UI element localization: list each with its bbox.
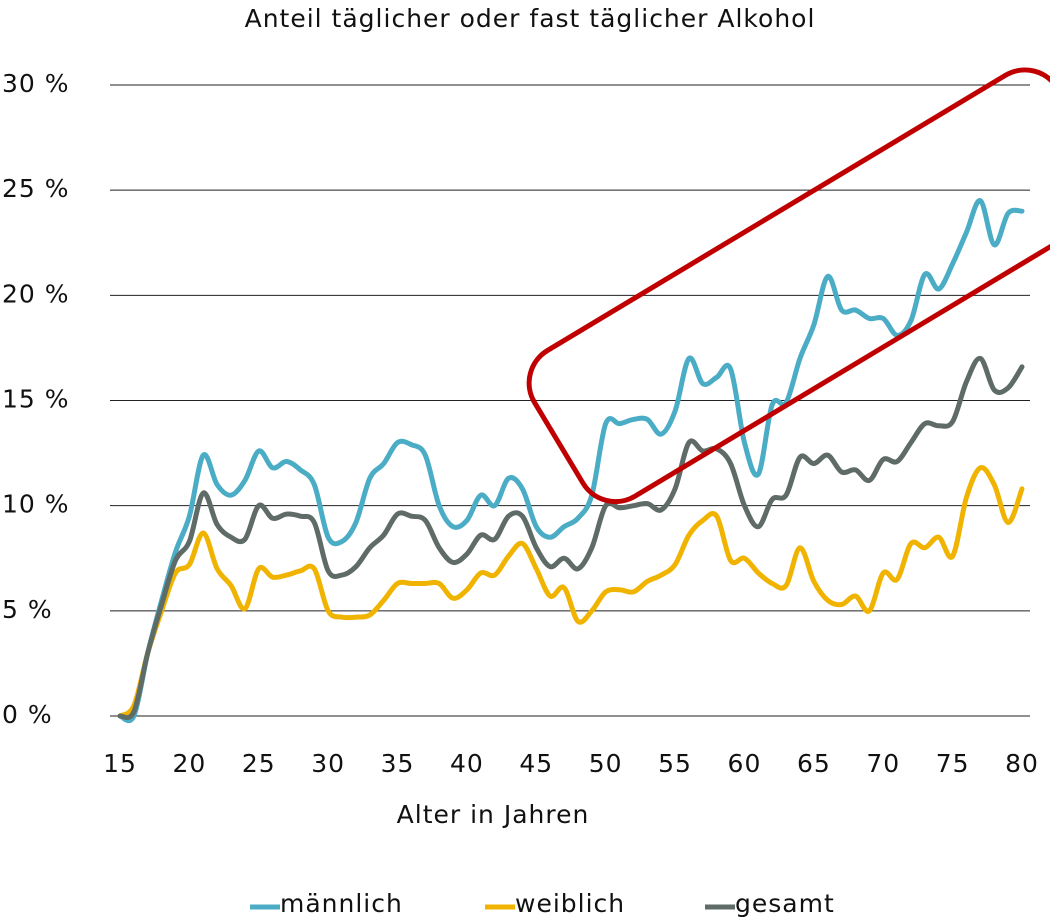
- legend-label: weiblich: [515, 889, 625, 918]
- y-tick-label: 5 %: [2, 595, 53, 624]
- plot-area: 0 % 5 % 10 % 15 % 20 % 25 % 30 % 15 20 25 30 35 40 45…: [2, 69, 1039, 778]
- x-tick-label: 65: [797, 749, 831, 778]
- x-tick-label: 70: [866, 749, 900, 778]
- x-tick-label: 15: [103, 749, 137, 778]
- chart-title: Anteil täglicher oder fast täglicher Alk…: [245, 4, 816, 33]
- y-tick-label: 20 %: [2, 279, 70, 308]
- x-tick-label: 75: [936, 749, 970, 778]
- series-line: [117, 355, 1025, 721]
- series-line: [117, 198, 1025, 724]
- x-tick-label: 35: [381, 749, 415, 778]
- x-tick-label: 20: [172, 749, 206, 778]
- x-tick-label: 25: [242, 749, 276, 778]
- y-tick-label: 30 %: [2, 69, 70, 98]
- x-tick-label: 45: [519, 749, 553, 778]
- legend-label: männlich: [280, 889, 403, 918]
- highlight-annotation: [526, 67, 1050, 505]
- x-tick-label: 55: [658, 749, 692, 778]
- x-tick-label: 50: [589, 749, 623, 778]
- y-tick-label: 0 %: [2, 700, 53, 729]
- x-tick-label: 80: [1005, 749, 1039, 778]
- y-tick-label: 25 %: [2, 174, 70, 203]
- y-tick-label: 10 %: [2, 490, 70, 519]
- series-line: [117, 465, 1025, 719]
- x-tick-label: 40: [450, 749, 484, 778]
- x-axis-label: Alter in Jahren: [397, 800, 590, 829]
- x-tick-label: 60: [728, 749, 762, 778]
- legend-label: gesamt: [735, 889, 835, 918]
- x-tick-label: 30: [311, 749, 345, 778]
- y-tick-label: 15 %: [2, 385, 70, 414]
